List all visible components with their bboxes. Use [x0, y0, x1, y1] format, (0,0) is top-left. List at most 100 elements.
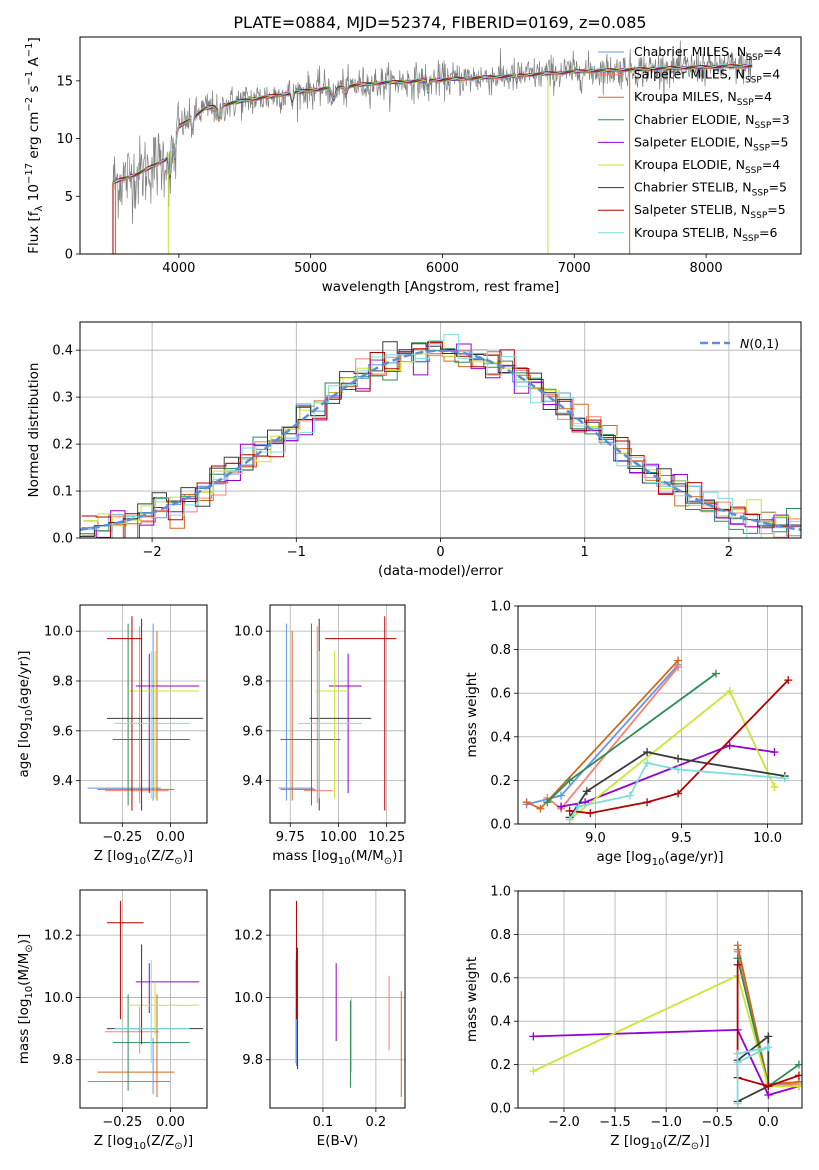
axes-frame	[79, 36, 802, 255]
plot-area	[522, 656, 793, 824]
errorbar-kroupa-miles	[97, 631, 175, 801]
x-tick-label: 5000	[294, 261, 327, 276]
label-span: =4	[762, 157, 780, 172]
errorbar-salpeter-miles	[303, 626, 333, 804]
plot-area	[278, 616, 397, 811]
label-span: SSP	[745, 166, 762, 176]
mass-vs-ebv-panel: 0.1 0.2 9.8 10.0 10.2 E(B-V)	[234, 889, 406, 1149]
label-span: E(B-V)	[317, 1133, 359, 1149]
x-tick-label: 7000	[558, 261, 591, 276]
label-span: Kroupa STELIB, N	[634, 225, 742, 240]
x-tick-label: 0.00	[156, 1115, 185, 1130]
label-span: 10	[133, 856, 146, 867]
label-span: 10	[652, 857, 665, 868]
x-tick-label: 0.0	[758, 1115, 779, 1130]
label-span: =4	[762, 67, 780, 82]
label-span: 10	[26, 184, 42, 205]
errorbar-kroupa-stelib	[114, 651, 190, 799]
y-tick-label: 0.4	[490, 1015, 511, 1030]
y-tick-label: 10.2	[234, 929, 263, 944]
x-tick-label: −2	[143, 545, 162, 560]
label-span: Kroupa MILES, N	[634, 89, 737, 104]
errorbar-chabrier-miles	[87, 623, 161, 801]
plus-marker	[536, 804, 545, 813]
axes-frame	[79, 889, 208, 1109]
x-tick-label: 0	[436, 545, 444, 560]
series-chabrier-elodie	[543, 669, 720, 807]
label-span: A	[26, 56, 42, 70]
x-tick-label: 4000	[162, 261, 195, 276]
label-span: log	[629, 1133, 650, 1149]
errorbar-salpeter-elodie	[135, 963, 200, 1014]
x-tick-label: 0.00	[156, 830, 185, 845]
label-span: log	[16, 999, 32, 1020]
label-span: 10	[650, 1141, 663, 1152]
legend-label-chabrier-stelib: Chabrier STELIB, NSSP=5	[634, 180, 787, 199]
label-span: SSP	[742, 234, 759, 244]
label-span: ]	[26, 37, 42, 42]
label-span: Salpeter ELODIE, N	[634, 134, 753, 149]
spectrum-panel: 4000 5000 6000 7000 8000 0 5 10 15 Chabrier MILES…	[24, 36, 802, 295]
label-span: −1	[24, 71, 35, 86]
legend-label-salpeter-stelib: Salpeter STELIB, NSSP=5	[634, 202, 786, 221]
x-axis-label: wavelength [Angstrom, rest frame]	[322, 279, 560, 295]
label-span: Flux [f	[26, 210, 42, 254]
plus-marker	[764, 1090, 773, 1099]
y-axis-label: age [log10(age/yr)]	[16, 650, 35, 777]
plus-marker	[522, 798, 531, 807]
errorbar-kroupa-elodie	[128, 981, 200, 1035]
label-span: )]	[392, 848, 403, 864]
y-tick-label: 0.4	[52, 344, 73, 359]
histogram-salpeter-elodie	[81, 341, 801, 538]
label-span: log	[113, 848, 134, 864]
x-tick-label: 2	[725, 545, 733, 560]
plus-marker	[586, 809, 595, 818]
label-span: erg cm	[26, 112, 42, 163]
model-spectrum-kroupa-stelib	[112, 63, 752, 181]
label-span: (Z/Z	[146, 848, 174, 864]
plus-marker	[764, 1032, 773, 1041]
label-span: mass [	[16, 1019, 32, 1064]
label-span: λ	[34, 205, 45, 211]
plus-marker	[565, 815, 574, 824]
plus-marker	[574, 802, 583, 811]
label-span: SSP	[754, 121, 771, 131]
label-span: age [	[596, 849, 631, 865]
label-span: SSP	[753, 143, 770, 153]
label-span: Z [	[610, 1133, 629, 1149]
label-span: )]	[699, 1133, 710, 1149]
y-tick-label: 10	[56, 132, 73, 147]
x-tick-label: 9.75	[276, 830, 305, 845]
label-span: mass weight	[464, 672, 480, 757]
series-line	[568, 761, 785, 821]
label-span: ⊙	[384, 856, 392, 867]
legend-label-chabrier-elodie: Chabrier ELODIE, NSSP=3	[634, 112, 790, 131]
series-line	[736, 1046, 769, 1104]
errorbar-kroupa-stelib	[297, 651, 362, 799]
label-span: age [	[16, 743, 32, 778]
series-kroupa-miles	[522, 656, 683, 813]
x-axis-label: (data-model)/error	[378, 563, 504, 579]
errorbar-kroupa-elodie	[315, 651, 349, 799]
x-tick-label: −2.0	[548, 1115, 580, 1130]
plus-marker	[733, 1058, 742, 1067]
plus-marker	[770, 748, 779, 757]
label-span: 10	[24, 986, 35, 999]
plus-marker	[643, 798, 652, 807]
legend-label-gaussian: N(0,1)	[740, 336, 779, 351]
plus-marker	[725, 687, 734, 696]
x-tick-label: −0.5	[701, 1115, 733, 1130]
y-tick-label: 1.0	[490, 885, 511, 900]
label-span: 10	[338, 856, 351, 867]
errorbar-chabrier-elodie	[280, 623, 341, 806]
age-vs-metallicity-panel: −0.25 0.009.49.69.810.0Z [log10(Z/Z⊙)]age…	[16, 604, 208, 867]
x-axis-label: mass [log10(M/M⊙)]	[272, 848, 402, 867]
plus-marker	[557, 802, 566, 811]
errorbar-salpeter-stelib	[324, 616, 397, 811]
label-span: =3	[771, 112, 789, 127]
series-line	[568, 751, 785, 818]
y-tick-label: 9.6	[242, 724, 263, 739]
y-tick-label: 0.3	[52, 391, 73, 406]
errorbar-kroupa-elodie	[128, 651, 200, 799]
y-axis-label: Normed distribution	[26, 363, 42, 498]
